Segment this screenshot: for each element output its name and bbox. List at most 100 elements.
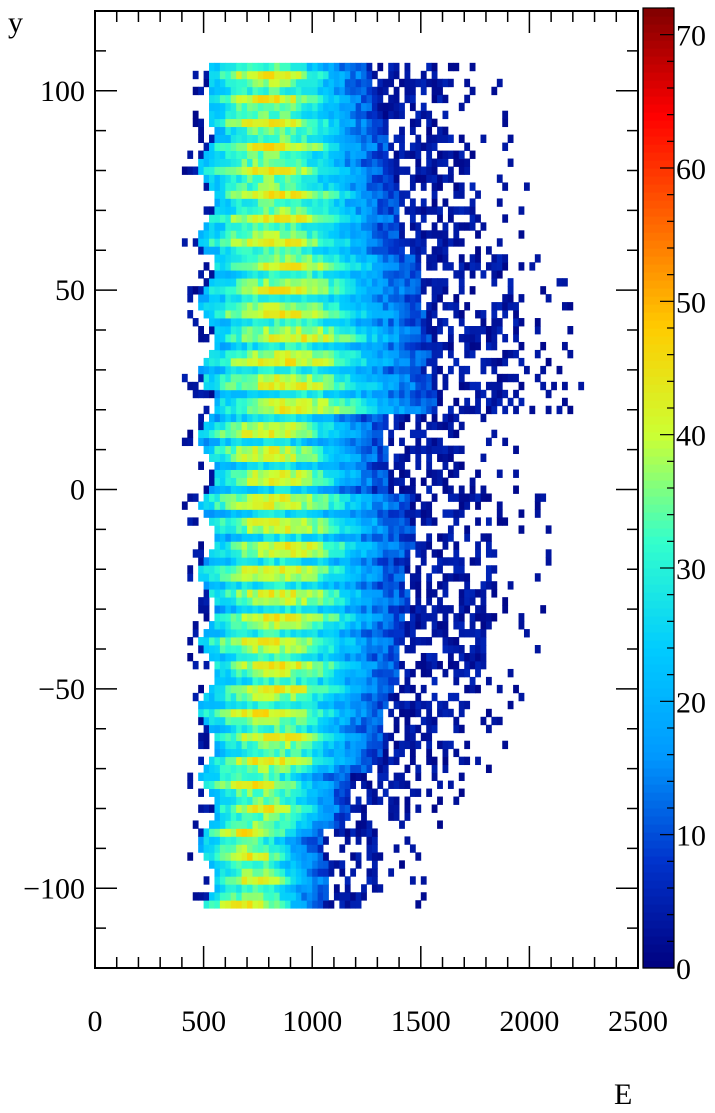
heatmap-cell (377, 405, 384, 415)
heatmap-cell (274, 629, 281, 638)
heatmap-cell (426, 597, 433, 606)
heatmap-cell (236, 740, 243, 750)
heatmap-cell (290, 78, 297, 88)
heatmap-cell (290, 541, 297, 550)
heatmap-cell (257, 326, 264, 335)
heatmap-cell (491, 389, 498, 399)
heatmap-cell (230, 349, 237, 359)
heatmap-cell (420, 198, 427, 207)
heatmap-cell (377, 166, 384, 175)
heatmap-cell (366, 349, 373, 359)
x-tick-label: 1000 (282, 1005, 342, 1038)
heatmap-cell (328, 86, 335, 96)
heatmap-cell (426, 397, 433, 407)
heatmap-cell (214, 700, 221, 710)
heatmap-cell (290, 764, 297, 774)
heatmap-cell (350, 238, 357, 247)
heatmap-cell (344, 836, 351, 845)
heatmap-cell (469, 660, 476, 670)
heatmap-cell (279, 533, 286, 542)
heatmap-cell (323, 182, 329, 191)
colorbar-segment (643, 664, 674, 673)
heatmap-cell (388, 796, 395, 805)
heatmap-cell (377, 668, 384, 678)
heatmap-cell (529, 405, 536, 415)
heatmap-cell (399, 621, 405, 630)
heatmap-cell (502, 118, 509, 128)
heatmap-cell (393, 589, 400, 598)
heatmap-cell (257, 804, 264, 813)
heatmap-cell (268, 78, 275, 88)
heatmap-cell (339, 278, 346, 287)
heatmap-cell (241, 286, 248, 295)
heatmap-cell (507, 349, 514, 359)
heatmap-cell (382, 381, 389, 391)
heatmap-cell (361, 405, 367, 415)
heatmap-cell (458, 405, 465, 415)
heatmap-cell (339, 333, 346, 343)
heatmap-cell (214, 509, 221, 518)
heatmap-cell (263, 549, 270, 558)
heatmap-cell (279, 373, 286, 383)
heatmap-cell (317, 134, 324, 143)
heatmap-cell (393, 381, 400, 391)
heatmap-cell (361, 94, 367, 104)
heatmap-cell (458, 605, 465, 614)
heatmap-cell (437, 629, 443, 638)
heatmap-cell (350, 573, 357, 582)
heatmap-cell (377, 254, 384, 263)
heatmap-cell (257, 900, 264, 909)
heatmap-cell (361, 629, 367, 638)
colorbar-segment (643, 96, 674, 105)
colorbar-segment (643, 472, 674, 481)
heatmap-cell (209, 166, 215, 175)
heatmap-cell (377, 557, 384, 566)
heatmap-cell (252, 836, 259, 845)
heatmap-cell (409, 493, 416, 502)
heatmap-cell (355, 461, 362, 470)
heatmap-cell (312, 278, 319, 287)
heatmap-cell (279, 549, 286, 558)
heatmap-cell (274, 182, 281, 191)
heatmap-cell (442, 764, 449, 774)
heatmap-cell (399, 238, 405, 247)
heatmap-cell (317, 318, 324, 327)
heatmap-cell (241, 764, 248, 774)
heatmap-cell (371, 174, 378, 183)
heatmap-cell (366, 278, 373, 287)
heatmap-cell (366, 246, 373, 255)
heatmap-cell (437, 94, 443, 104)
heatmap-cell (426, 652, 433, 662)
heatmap-cell (257, 142, 264, 151)
heatmap-cell (420, 174, 427, 183)
heatmap-cell (409, 477, 416, 486)
heatmap-cell (366, 565, 373, 574)
heatmap-cell (290, 772, 297, 781)
heatmap-cell (306, 326, 313, 335)
heatmap-cell (225, 892, 232, 901)
heatmap-cell (485, 397, 492, 407)
heatmap-cell (263, 429, 270, 439)
heatmap-cell (306, 692, 313, 702)
heatmap-cell (371, 262, 378, 271)
heatmap-cell (301, 206, 308, 215)
heatmap-cell (409, 429, 416, 439)
heatmap-cell (236, 597, 243, 606)
heatmap-cell (453, 517, 460, 526)
heatmap-cell (295, 413, 302, 423)
colorbar-segment (643, 768, 674, 777)
heatmap-cell (350, 772, 357, 781)
heatmap-cell (344, 900, 351, 909)
heatmap-cell (344, 70, 351, 80)
heatmap-cell (225, 286, 232, 295)
heatmap-cell (333, 796, 340, 805)
heatmap-cell (355, 645, 362, 654)
heatmap-cell (203, 373, 210, 383)
heatmap-cell (236, 230, 243, 239)
heatmap-cell (355, 477, 362, 486)
heatmap-cell (219, 812, 226, 821)
heatmap-cell (247, 724, 253, 734)
heatmap-cell (236, 788, 243, 797)
heatmap-cell (399, 860, 405, 869)
heatmap-cell (214, 836, 221, 845)
